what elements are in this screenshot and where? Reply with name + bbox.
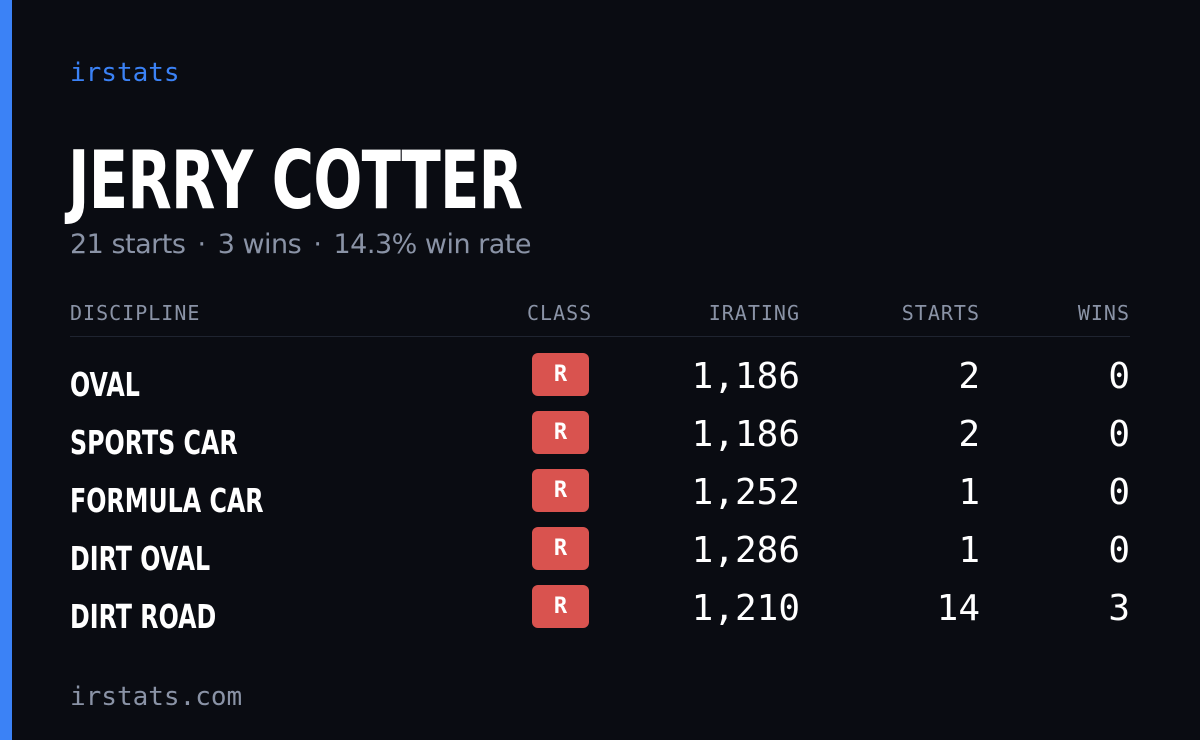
discipline-name: OVAL <box>70 365 140 404</box>
wins-summary: 3 wins <box>217 229 302 260</box>
discipline-name: FORMULA CAR <box>70 481 264 520</box>
class-badge: R <box>532 527 589 570</box>
table-row: DIRT OVAL R 1,286 1 0 <box>70 527 1130 585</box>
starts-value: 1 <box>958 472 980 513</box>
discipline-name: DIRT OVAL <box>70 539 211 578</box>
class-badge: R <box>532 411 589 454</box>
table-row: OVAL R 1,186 2 0 <box>70 353 1130 411</box>
wins-value: 0 <box>1108 472 1130 513</box>
class-badge: R <box>532 585 589 628</box>
summary-separator: · <box>313 229 322 260</box>
header-wins: WINS <box>1077 301 1130 325</box>
header-discipline: DISCIPLINE <box>70 301 201 325</box>
irating-value: 1,186 <box>691 414 800 455</box>
wins-value: 0 <box>1108 530 1130 571</box>
starts-value: 2 <box>958 414 980 455</box>
wins-value: 3 <box>1108 588 1130 629</box>
wins-value: 0 <box>1108 356 1130 397</box>
irating-value: 1,186 <box>691 356 800 397</box>
driver-name: JERRY COTTER <box>68 134 523 227</box>
irating-value: 1,252 <box>691 472 800 513</box>
table-row: SPORTS CAR R 1,186 2 0 <box>70 411 1130 469</box>
wins-value: 0 <box>1108 414 1130 455</box>
table-header: DISCIPLINE CLASS IRATING STARTS WINS <box>70 298 1130 337</box>
starts-value: 2 <box>958 356 980 397</box>
summary-separator: · <box>197 229 207 260</box>
class-badge: R <box>532 469 589 512</box>
discipline-name: DIRT ROAD <box>70 597 217 636</box>
starts-value: 14 <box>936 588 980 629</box>
starts-value: 1 <box>958 530 980 571</box>
stats-table: DISCIPLINE CLASS IRATING STARTS WINS OVA… <box>70 298 1130 643</box>
footer-url[interactable]: irstats.com <box>70 682 243 712</box>
header-starts: STARTS <box>901 301 980 325</box>
accent-bar <box>0 0 12 740</box>
header-class: CLASS <box>527 301 593 325</box>
starts-summary: 21 starts <box>70 229 186 260</box>
win-rate-summary: 14.3% win rate <box>333 229 532 260</box>
header-irating: IRATING <box>708 301 800 325</box>
brand-logo-text: irstats <box>70 58 180 88</box>
table-body: OVAL R 1,186 2 0 SPORTS CAR R 1,186 2 0 … <box>70 337 1130 643</box>
irating-value: 1,286 <box>691 530 800 571</box>
irating-value: 1,210 <box>691 588 800 629</box>
table-row: FORMULA CAR R 1,252 1 0 <box>70 469 1130 527</box>
discipline-name: SPORTS CAR <box>70 423 238 462</box>
class-badge: R <box>532 353 589 396</box>
table-row: DIRT ROAD R 1,210 14 3 <box>70 585 1130 643</box>
driver-summary: 21 starts · 3 wins · 14.3% win rate <box>70 228 531 262</box>
